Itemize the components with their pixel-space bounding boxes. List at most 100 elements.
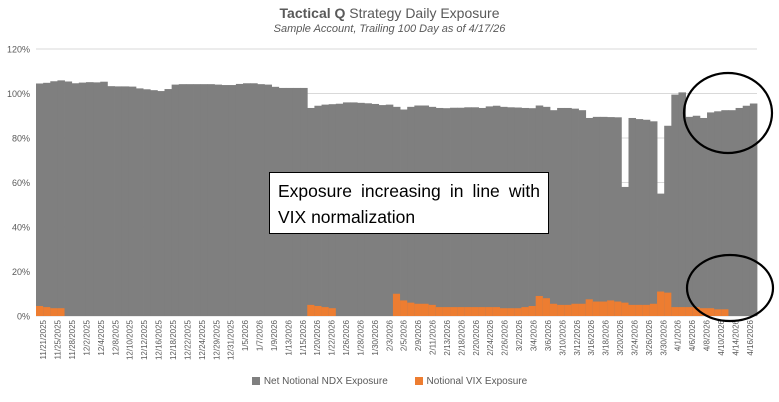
legend-swatch-vix <box>414 377 423 385</box>
bar-vix <box>699 308 708 316</box>
bar-vix <box>642 304 651 316</box>
bar-ndx <box>621 186 629 316</box>
bar-ndx <box>257 84 265 316</box>
x-tick-label: 2/11/2026 <box>429 319 438 355</box>
bar-vix <box>43 307 51 316</box>
x-tick-label: 11/25/2025 <box>54 319 63 359</box>
x-tick-label: 12/29/2025 <box>212 319 221 360</box>
x-tick-label: 3/18/2026 <box>602 319 611 355</box>
bar-ndx <box>178 84 187 316</box>
x-tick-label: 4/6/2026 <box>688 319 697 351</box>
bar-ndx <box>742 105 751 316</box>
bar-ndx <box>93 82 101 316</box>
bar-vix <box>714 309 722 316</box>
bar-vix <box>457 307 465 316</box>
bar-vix <box>485 307 494 316</box>
bar-vix <box>549 303 558 316</box>
bar-ndx <box>578 110 587 316</box>
bar-vix <box>571 303 579 316</box>
bar-vix <box>478 307 487 316</box>
bar-ndx <box>721 110 729 316</box>
bar-vix <box>585 299 594 316</box>
bar-ndx <box>728 110 736 316</box>
bar-ndx <box>614 117 622 317</box>
x-tick-label: 3/26/2026 <box>645 319 654 355</box>
x-tick-label: 4/8/2026 <box>703 319 712 351</box>
bar-ndx <box>628 117 637 316</box>
bar-vix <box>392 293 401 316</box>
chart-title-rest: Strategy Daily Exposure <box>345 5 500 21</box>
bar-ndx <box>692 115 701 316</box>
bar-ndx <box>671 94 679 316</box>
bar-vix <box>36 305 44 316</box>
x-tick-label: 1/22/2026 <box>328 319 337 355</box>
legend-label-ndx: Net Notional NDX Exposure <box>263 376 388 387</box>
bar-ndx <box>549 110 558 316</box>
x-tick-label: 4/10/2026 <box>717 319 726 355</box>
x-tick-label: 1/30/2026 <box>371 319 380 355</box>
y-tick-label: 60% <box>12 178 30 188</box>
bar-ndx <box>100 81 108 317</box>
x-tick-label: 3/2/2026 <box>515 319 524 351</box>
x-tick-label: 1/26/2026 <box>342 319 351 355</box>
bar-vix <box>57 308 65 316</box>
bar-ndx <box>85 82 94 316</box>
x-tick-label: 12/4/2025 <box>97 319 106 355</box>
x-tick-label: 12/24/2025 <box>198 319 207 360</box>
bar-vix <box>492 307 501 316</box>
x-tick-label: 1/7/2026 <box>256 319 265 351</box>
bar-vix <box>564 304 572 316</box>
bar-ndx <box>707 112 715 316</box>
legend-item-vix: Notional VIX Exposure <box>414 376 527 387</box>
bar-ndx <box>114 86 123 316</box>
bar-ndx <box>642 119 651 316</box>
bar-ndx <box>57 80 65 316</box>
bar-vix <box>450 307 458 316</box>
x-tick-label: 4/14/2026 <box>731 319 740 355</box>
bar-vix <box>521 307 529 316</box>
bar-ndx <box>143 89 151 317</box>
legend-swatch-ndx <box>251 377 260 385</box>
bar-ndx <box>749 103 758 316</box>
x-tick-label: 12/16/2025 <box>155 319 164 360</box>
bar-vix <box>407 302 415 316</box>
x-tick-label: 12/10/2025 <box>126 319 135 360</box>
bar-ndx <box>250 83 258 316</box>
bar-vix <box>657 291 665 316</box>
x-tick-label: 2/20/2026 <box>472 319 481 355</box>
bar-ndx <box>128 86 137 316</box>
x-tick-label: 12/12/2025 <box>140 319 149 360</box>
highlight-circles <box>682 71 775 323</box>
x-tick-label: 3/20/2026 <box>616 319 625 355</box>
bar-ndx <box>592 116 601 316</box>
bar-vix <box>400 300 408 316</box>
bar-ndx <box>664 125 672 316</box>
bar-ndx <box>135 88 144 316</box>
x-tick-label: 2/18/2026 <box>457 319 466 355</box>
bar-ndx <box>107 86 115 316</box>
bar-vix <box>507 308 515 316</box>
bar-vix <box>628 304 637 316</box>
x-tick-label: 12/8/2025 <box>111 319 120 355</box>
bar-ndx <box>243 83 251 316</box>
bar-vix <box>442 307 451 316</box>
chart-title-bold: Tactical Q <box>279 5 346 21</box>
bar-vix <box>428 304 437 316</box>
bar-vix <box>435 307 444 316</box>
bar-vix <box>471 307 479 316</box>
bar-ndx <box>200 84 208 316</box>
bar-vix <box>557 304 565 316</box>
bar-vix <box>464 307 472 316</box>
x-tick-label: 2/26/2026 <box>501 319 510 355</box>
bar-ndx <box>221 85 230 316</box>
bar-ndx <box>585 117 594 316</box>
y-tick-label: 40% <box>12 223 30 233</box>
bar-ndx <box>228 85 237 316</box>
bar-ndx <box>714 111 722 316</box>
bar-ndx <box>564 107 572 317</box>
bar-ndx <box>193 84 201 316</box>
highlight-circle <box>685 253 775 323</box>
bar-ndx <box>571 108 579 316</box>
bar-ndx <box>207 84 215 316</box>
